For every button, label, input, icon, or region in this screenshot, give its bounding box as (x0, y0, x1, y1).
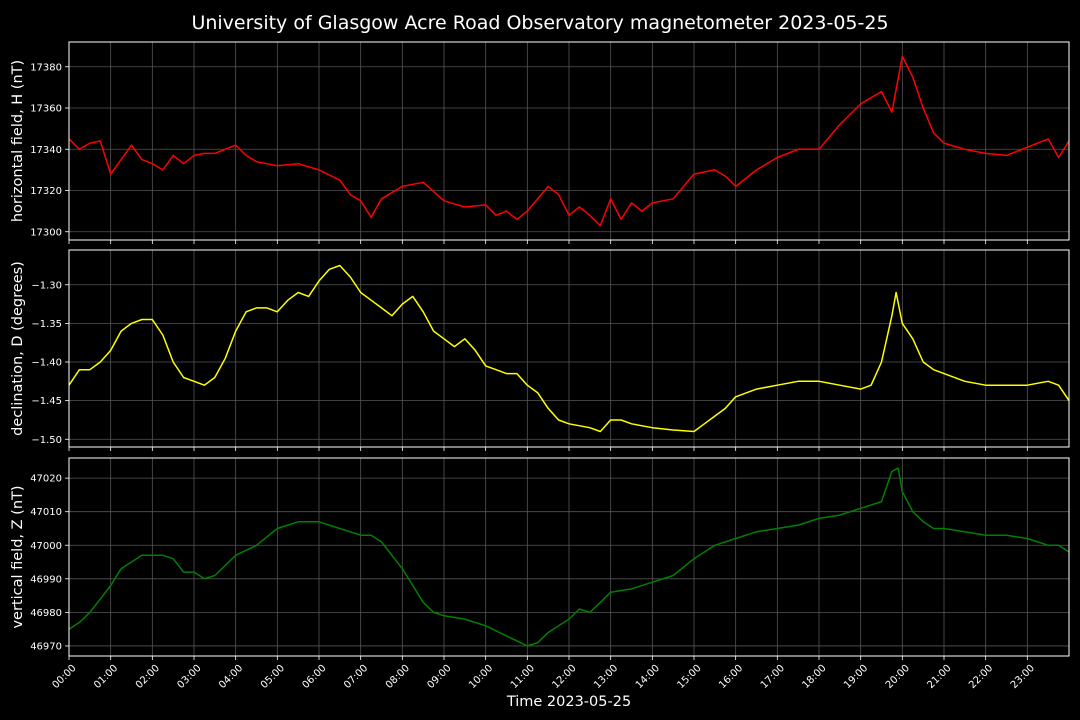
y-tick-label: 47000 (30, 541, 62, 552)
y-tick-label: −1.35 (31, 319, 62, 330)
y-tick-label: 17380 (30, 62, 62, 73)
panel-3: 46970 46980 46990 47000 47010 47020 vertical f… (10, 457, 1070, 660)
y-tick-label: 46970 (30, 641, 62, 652)
chart-title: University of Glasgow Acre Road Observat… (191, 12, 888, 34)
y-tick-label: 17340 (30, 145, 62, 156)
series-line-1 (68, 55, 1070, 227)
y-axis-label: vertical field, Z (nT) (10, 485, 26, 628)
panel-frame (68, 249, 1070, 448)
series-line-3 (68, 467, 1070, 647)
x-axis-label: Time 2023-05-25 (506, 694, 631, 710)
y-tick-label: 17320 (30, 186, 62, 197)
y-tick-label: −1.50 (31, 435, 62, 446)
y-tick-label: −1.30 (31, 280, 62, 291)
y-tick-label: 17360 (30, 104, 62, 115)
y-axis-label: horizontal field, H (nT) (10, 60, 26, 222)
y-tick-label: −1.40 (31, 358, 62, 369)
y-tick-label: 46990 (30, 574, 62, 585)
series-line-2 (68, 264, 1070, 433)
y-tick-label: 47010 (30, 507, 62, 518)
y-tick-label: 47020 (30, 474, 62, 485)
panel-frame (68, 41, 1070, 241)
chart-panels: 17300 17320 17340 17360 17380 horizontal fiel… (10, 41, 1070, 660)
y-tick-label: 46980 (30, 608, 62, 619)
panel-1: 17300 17320 17340 17360 17380 horizontal fiel… (10, 41, 1070, 244)
panel-2: −1.50 −1.45 −1.40 −1.35 −1.30 declination, D … (10, 249, 1070, 451)
y-axis-label: declination, D (degrees) (10, 261, 26, 436)
y-tick-label: −1.45 (31, 396, 62, 407)
y-tick-label: 17300 (30, 227, 62, 238)
panel-frame (68, 457, 1070, 657)
